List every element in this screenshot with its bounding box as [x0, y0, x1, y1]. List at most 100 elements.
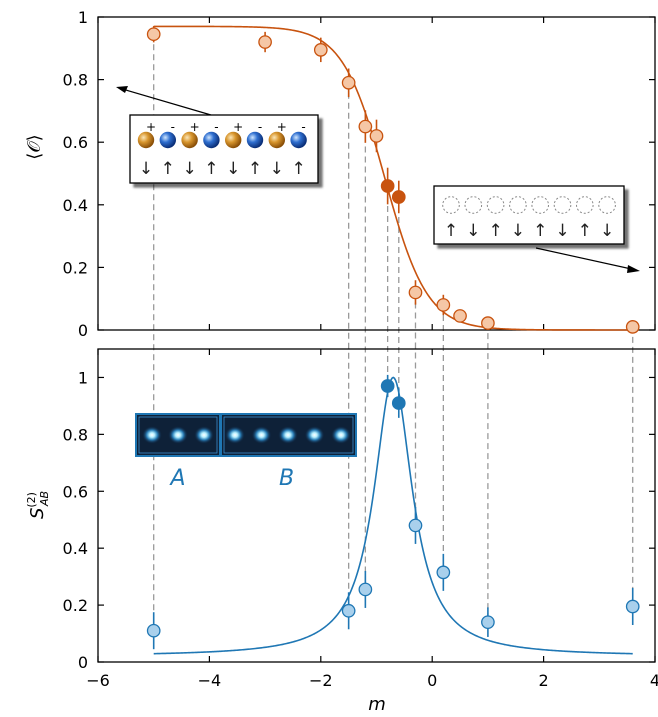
data-point [481, 316, 495, 330]
spin-arrow: ↑ [161, 159, 175, 179]
blue-ion-icon [159, 131, 176, 149]
top-data-points [146, 26, 640, 334]
y-tick-label: 1 [78, 368, 88, 387]
charge-sign: - [171, 120, 175, 134]
y-tick-label: 0.4 [63, 539, 88, 558]
y-tick-label: 0.8 [63, 71, 88, 90]
y-tick-label: 0.6 [63, 482, 88, 501]
orange-ion-icon [137, 131, 155, 149]
x-tick-label: 2 [539, 671, 549, 690]
data-point [341, 603, 356, 618]
x-tick-label: −6 [86, 671, 110, 690]
y-tick-label: 0.6 [63, 133, 88, 152]
y-tick-label: 0.2 [63, 258, 88, 277]
spin-arrow: ↓ [600, 221, 614, 241]
data-point [625, 320, 640, 334]
top-y-axis-label: ⟨𝒪⟩ [24, 134, 45, 159]
data-point [408, 285, 423, 300]
pointer-arrowhead [627, 265, 640, 273]
ion-fluorescence-spot [278, 426, 298, 444]
top-panel: 0 0.2 0.4 0.6 0.8 1 ⟨𝒪⟩ [24, 8, 656, 340]
charge-sign: + [277, 120, 287, 134]
bottom-data-points [146, 374, 640, 650]
empty-site-icon [464, 196, 483, 214]
x-tick-label: 0 [427, 671, 437, 690]
charge-sign: - [214, 120, 218, 134]
bottom-y-axis-label: S(2)AB [25, 491, 51, 519]
ion-fluorescence-spot [251, 426, 272, 444]
region-b-inner-frame [223, 416, 354, 454]
data-point [436, 298, 451, 312]
x-axis-label: m [368, 694, 386, 715]
charge-sign: - [301, 120, 305, 134]
orange-ion-icon [225, 131, 242, 149]
empty-site-icon [553, 196, 572, 214]
spin-arrow: ↓ [466, 221, 480, 241]
region-a-inner-frame [138, 416, 218, 454]
inset-pointer [118, 87, 212, 116]
data-point [481, 615, 495, 630]
bottom-fit-curve [153, 376, 633, 655]
data-point [380, 379, 395, 393]
x-tick-label: 4 [650, 671, 658, 690]
spin-arrow: ↑ [488, 221, 502, 241]
data-point [380, 179, 395, 193]
ion-fluorescence-spot [194, 426, 214, 444]
inset-frame [129, 114, 319, 184]
inset-frame [433, 185, 625, 245]
region-b-label: B [279, 466, 294, 491]
spin-arrow: ↓ [226, 159, 240, 179]
data-point [369, 129, 384, 143]
empty-site-icon [576, 196, 594, 214]
blue-ion-icon [290, 131, 307, 149]
inset-pointer [535, 247, 637, 271]
bottom-panel: 0 0.2 0.4 0.6 0.8 1 −6 −4 −2 0 2 4 S(2)AB m [25, 348, 658, 715]
data-point [341, 75, 356, 90]
ion-fluorescence-spot [225, 426, 245, 444]
data-point [391, 396, 406, 410]
top-y-ticks: 0 0.2 0.4 0.6 0.8 1 [63, 8, 656, 340]
x-tick-label: −4 [198, 671, 222, 690]
inset-ordered-state: + ↓ - ↑ + ↓ - ↑ + ↓ - ↑ + ↓ - ↑ [116, 86, 319, 184]
top-panel-frame [97, 16, 656, 331]
empty-site-icon [531, 196, 550, 214]
charge-sign: - [258, 120, 262, 134]
orange-ion-icon [181, 131, 198, 149]
spin-arrow: ↓ [270, 159, 284, 179]
empty-site-icon [442, 196, 460, 214]
empty-site-icon [598, 196, 616, 214]
ion-fluorescence-spot [331, 426, 351, 444]
x-tick-label: −2 [309, 671, 333, 690]
orange-ion-icon [268, 131, 285, 149]
data-point [146, 623, 161, 638]
spin-arrow: ↓ [182, 159, 196, 179]
y-tick-label: 0.4 [63, 196, 88, 215]
data-point [358, 119, 373, 134]
spin-arrow: ↓ [511, 221, 525, 241]
bottom-ticks: 0 0.2 0.4 0.6 0.8 1 −6 −4 −2 0 2 4 [63, 349, 658, 690]
charge-sign: + [190, 120, 200, 134]
charge-sign: + [146, 120, 156, 134]
spin-arrow: ↑ [444, 221, 458, 241]
bottom-panel-frame [97, 348, 656, 663]
spin-arrow: ↑ [578, 221, 592, 241]
data-point [453, 309, 467, 323]
spin-arrow: ↓ [139, 159, 153, 179]
spin-arrow: ↓ [555, 221, 569, 241]
spin-arrow: ↑ [533, 221, 547, 241]
data-point [146, 27, 161, 42]
charge-sign: + [233, 120, 243, 134]
blue-ion-icon [246, 131, 264, 149]
data-point [408, 518, 423, 533]
ion-fluorescence-spot [168, 426, 188, 444]
data-point [258, 35, 272, 49]
y-tick-label: 0 [78, 321, 88, 340]
data-point [358, 582, 373, 597]
spin-arrow: ↑ [291, 159, 305, 179]
y-tick-label: 0 [78, 653, 88, 672]
region-a-label: A [168, 466, 185, 491]
inset-disordered-state: ↑ ↓ ↑ ↓ ↑ ↓ ↑ ↓ [433, 185, 640, 273]
data-point [391, 190, 406, 204]
